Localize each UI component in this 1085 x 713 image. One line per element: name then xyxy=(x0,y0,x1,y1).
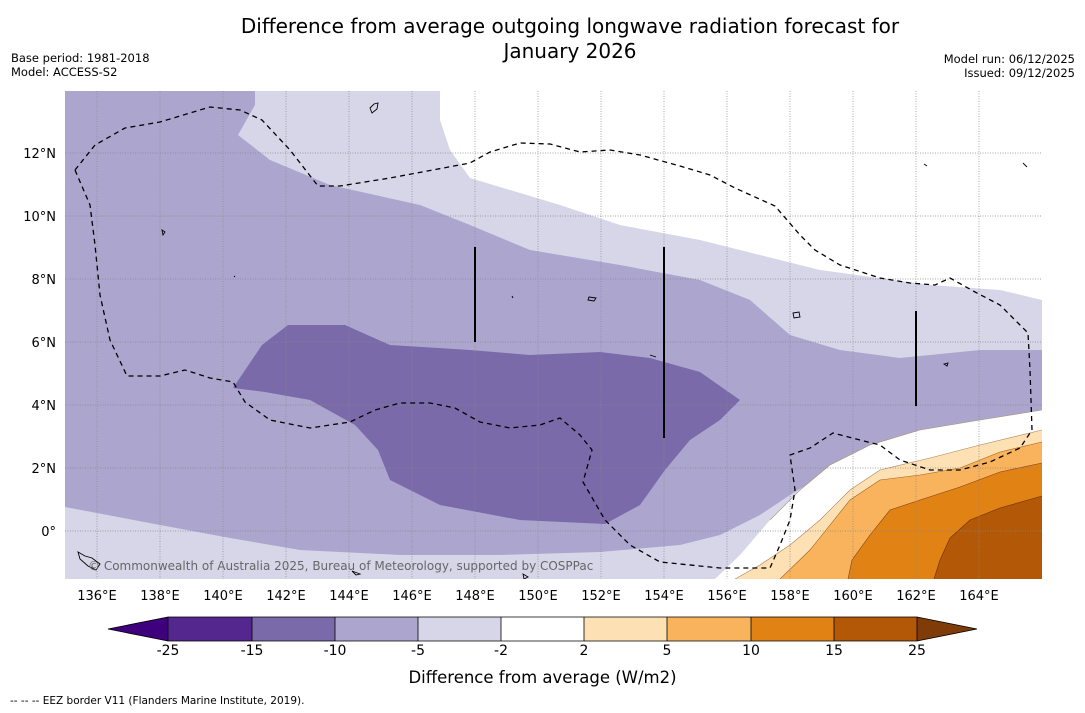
issued-date: Issued: 09/12/2025 xyxy=(964,66,1075,80)
colorbar-segment xyxy=(252,617,335,641)
lat-tick-label: 8°N xyxy=(32,273,57,288)
colorbar-segment xyxy=(667,617,751,641)
map-plot-area xyxy=(65,91,1042,579)
band-15-25 xyxy=(934,496,1042,579)
colorbar-segment xyxy=(501,617,584,641)
colorbar-segment xyxy=(168,617,252,641)
colorbar-title: Difference from average (W/m2) xyxy=(408,668,677,687)
lon-tick-label: 136°E xyxy=(77,589,117,604)
lon-tick-label: 150°E xyxy=(518,589,558,604)
lon-tick-label: 162°E xyxy=(896,589,936,604)
lon-tick-label: 138°E xyxy=(140,589,180,604)
colorbar-tick-label: -2 xyxy=(494,643,508,659)
colorbar-tick-label: 5 xyxy=(662,643,672,659)
lon-tick-labels: 136°E 138°E 140°E 142°E 144°E 146°E 148°… xyxy=(77,589,999,604)
contour-line xyxy=(933,495,1042,579)
colorbar-tick-label: 10 xyxy=(742,643,760,659)
lat-tick-label: 2°N xyxy=(32,462,57,477)
lon-tick-label: 164°E xyxy=(959,589,999,604)
band-minus15-minus10 xyxy=(233,325,740,524)
islands xyxy=(77,102,1028,579)
neutral-region-north xyxy=(440,91,1042,300)
lon-tick-label: 144°E xyxy=(329,589,369,604)
lon-tick-label: 152°E xyxy=(581,589,621,604)
lon-tick-label: 146°E xyxy=(392,589,432,604)
colorbar-segment xyxy=(418,617,501,641)
colorbar-over-arrow xyxy=(917,617,977,641)
colorbar-under-arrow xyxy=(108,617,168,641)
colorbar-tick-label: 25 xyxy=(908,643,926,659)
base-period-info: Base period: 1981-2018 Model: ACCESS-S2 xyxy=(11,51,150,79)
map-title: Difference from average outgoing longwav… xyxy=(0,14,1085,64)
colorbar-tick-label: -10 xyxy=(323,643,347,659)
colorbar xyxy=(107,616,978,642)
lat-tick-label: 6°N xyxy=(32,336,57,351)
contour-line xyxy=(847,462,1042,579)
colorbar-segment xyxy=(584,617,667,641)
lon-tick-label: 156°E xyxy=(707,589,747,604)
eez-legend: -- -- -- EEZ border V11 (Flanders Marine… xyxy=(10,695,305,707)
colorbar-tick-label: -25 xyxy=(156,643,180,659)
colorbar-tick-label: 2 xyxy=(579,643,589,659)
contour-line xyxy=(734,429,1042,579)
lon-tick-label: 160°E xyxy=(833,589,873,604)
lat-tick-labels: 12°N 10°N 8°N 6°N 4°N 2°N 0° xyxy=(23,147,56,540)
eez-border xyxy=(74,106,1033,569)
map-title-line2: January 2026 xyxy=(503,39,637,63)
lon-tick-label: 158°E xyxy=(770,589,810,604)
lon-tick-label: 142°E xyxy=(266,589,306,604)
colorbar-segment xyxy=(834,617,917,641)
base-period: Base period: 1981-2018 xyxy=(11,51,150,65)
lat-tick-label: 12°N xyxy=(23,147,56,162)
model-name: Model: ACCESS-S2 xyxy=(11,65,118,79)
lon-tick-label: 148°E xyxy=(455,589,495,604)
colorbar-tick-label: 15 xyxy=(825,643,843,659)
contour-line xyxy=(769,409,1042,521)
lat-tick-label: 4°N xyxy=(32,399,57,414)
lon-tick-label: 140°E xyxy=(203,589,243,604)
lat-gridlines xyxy=(65,152,1042,532)
model-run-date: Model run: 06/12/2025 xyxy=(943,52,1075,66)
lon-tick-label: 154°E xyxy=(644,589,684,604)
map-title-line1: Difference from average outgoing longwav… xyxy=(240,14,900,38)
colorbar-tick-label: -15 xyxy=(240,643,264,659)
contour-line xyxy=(779,441,1042,579)
band-minus10-minus5 xyxy=(65,91,1042,555)
colorbar-segment xyxy=(335,617,418,641)
lat-tick-label: 0° xyxy=(41,525,56,540)
colorbar-segment xyxy=(751,617,834,641)
colorbar-tick-label: -5 xyxy=(411,643,425,659)
copyright-text: © Commonwealth of Australia 2025, Bureau… xyxy=(88,559,593,573)
lat-tick-label: 10°N xyxy=(23,210,56,225)
model-run-info: Model run: 06/12/2025 Issued: 09/12/2025 xyxy=(944,52,1075,80)
